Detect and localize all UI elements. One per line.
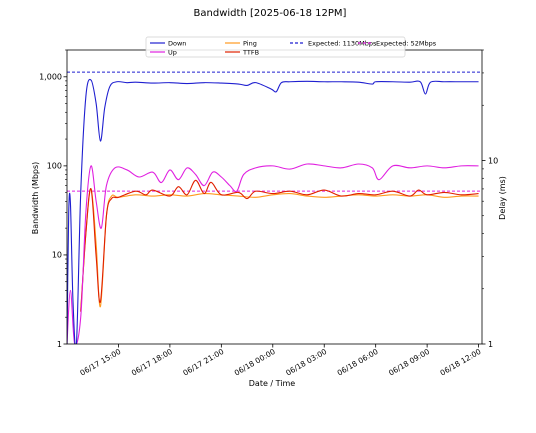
series-line-up — [67, 163, 479, 344]
chart-title: Bandwidth [2025-06-18 12PM] — [194, 8, 347, 19]
x-axis-tick-label: 06/18 00:00 — [233, 347, 277, 378]
left-axis-tick-label: 100 — [47, 162, 62, 171]
y-axis-label-right: Delay (ms) — [498, 176, 507, 220]
right-axis-tick-label: 1 — [488, 340, 493, 349]
reference-lines — [67, 71, 482, 192]
x-axis-tick-label: 06/18 09:00 — [387, 347, 431, 378]
x-axis-tick-label: 06/17 15:00 — [78, 347, 122, 378]
legend-label: Ping — [243, 40, 257, 48]
legend-label: Expected: 52Mbps — [376, 40, 437, 48]
legend-label: Up — [168, 49, 177, 57]
left-axis-tick-label: 1 — [57, 340, 62, 349]
x-axis-tick-label: 06/18 03:00 — [284, 347, 328, 378]
series-line-ttfb — [80, 179, 479, 312]
plot-frame — [66, 49, 483, 345]
legend-label: Down — [168, 40, 186, 48]
left-axis-tick-label: 1,000 — [39, 73, 62, 82]
x-axis-tick-label: 06/17 18:00 — [130, 347, 174, 378]
series-lines — [67, 78, 479, 344]
x-axis-tick-label: 06/18 12:00 — [439, 347, 483, 378]
x-axis-tick-label: 06/17 21:00 — [181, 347, 225, 378]
legend-label: Expected: 1130Mbps — [308, 40, 377, 48]
x-axis-label: Date / Time — [249, 379, 296, 388]
left-axis-tick-label: 10 — [52, 251, 62, 260]
legend-label: TTFB — [242, 49, 259, 57]
series-line-ping — [80, 188, 479, 312]
x-axis-tick-label: 06/18 06:00 — [336, 347, 380, 378]
right-axis-tick-label: 10 — [488, 156, 498, 165]
y-axis-label: Bandwidth (Mbps) — [31, 162, 40, 235]
series-line-down — [67, 78, 479, 344]
legend-frame — [145, 36, 406, 58]
